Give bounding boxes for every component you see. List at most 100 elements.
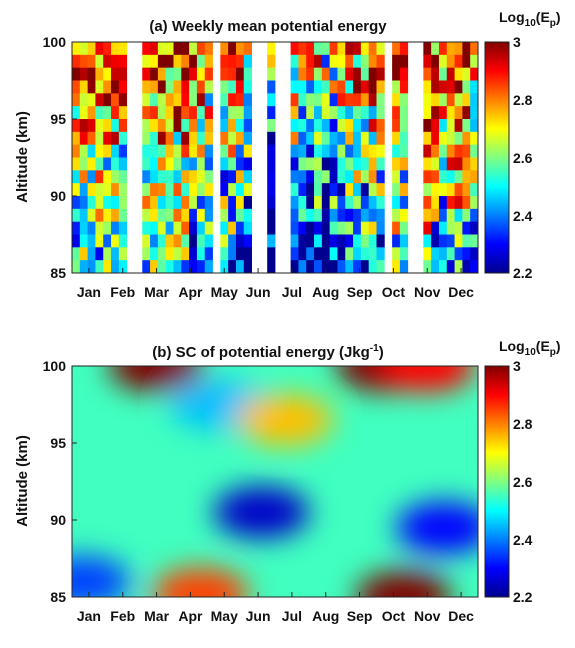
heat-cell — [204, 221, 213, 235]
heat-cell — [111, 170, 120, 184]
heat-cell — [423, 221, 432, 235]
heat-cell — [392, 183, 401, 197]
heat-cell — [470, 234, 479, 248]
heat-cell — [235, 131, 245, 146]
heat-cell — [290, 93, 299, 107]
heat-cell — [173, 67, 182, 81]
heat-cell — [329, 196, 338, 210]
heat-cell — [103, 144, 112, 158]
heat-cell — [173, 247, 182, 261]
field-blob — [396, 501, 478, 554]
heat-cell — [95, 80, 104, 94]
heat-cell — [87, 208, 96, 223]
heat-cell — [220, 221, 229, 235]
heat-cell — [189, 221, 198, 235]
heat-cell — [111, 157, 120, 171]
heat-cell — [189, 183, 198, 197]
heat-cell — [142, 196, 151, 210]
heat-cell — [376, 80, 385, 94]
heat-cell — [181, 144, 190, 158]
heat-cell — [118, 106, 128, 120]
heat-cell — [314, 131, 323, 146]
heat-cell — [196, 196, 206, 210]
heat-cell — [196, 119, 206, 133]
heat-cell — [290, 183, 299, 197]
heat-cell — [446, 208, 455, 223]
heat-cell — [79, 131, 89, 146]
heat-cell — [118, 157, 128, 171]
heat-cell — [423, 234, 432, 248]
heat-cell — [165, 93, 174, 107]
heat-cell — [181, 54, 190, 69]
heat-cell — [360, 208, 370, 223]
heat-cell — [118, 221, 128, 235]
heat-cell — [87, 42, 96, 56]
heat-cell — [243, 221, 252, 235]
heat-cell — [290, 157, 299, 171]
heat-cell — [228, 157, 237, 171]
x-tick-label-sep: Sep — [347, 284, 373, 300]
heat-cell — [290, 42, 299, 56]
heat-cell — [462, 221, 471, 235]
heat-cell — [345, 67, 354, 81]
heat-cell — [423, 67, 432, 81]
heat-cell — [353, 221, 362, 235]
heat-cell — [157, 93, 167, 107]
heat-cell — [314, 260, 323, 274]
x-tick-label-jul: Jul — [282, 608, 302, 624]
heat-cell — [228, 93, 237, 107]
heat-cell — [470, 54, 479, 69]
heat-cell — [368, 208, 377, 223]
heat-cell — [243, 260, 252, 274]
heat-cell — [79, 234, 89, 248]
panel-b-ticks — [72, 365, 462, 598]
heat-cell — [314, 54, 323, 69]
panel-b-title: (b) SC of potential energy (Jkg-1) — [152, 343, 383, 361]
heat-cell — [470, 196, 479, 210]
heat-cell — [329, 260, 338, 274]
heat-cell — [95, 119, 104, 133]
heat-cell — [345, 80, 354, 94]
heat-cell — [228, 247, 237, 261]
heat-cell — [150, 260, 159, 274]
heat-cell — [368, 131, 377, 146]
heat-cell — [392, 247, 401, 261]
heat-cell — [196, 144, 206, 158]
heat-cell — [189, 67, 198, 81]
panel-b-ytick-95: 95 — [50, 435, 66, 451]
colorbar-b — [484, 365, 510, 598]
heat-cell — [87, 260, 96, 274]
heat-cell — [353, 157, 362, 171]
heat-cell — [329, 170, 338, 184]
heat-cell — [376, 234, 385, 248]
heat-cell — [399, 54, 409, 69]
heat-cell — [95, 42, 104, 56]
heat-cell — [243, 183, 252, 197]
heat-cell — [118, 144, 128, 158]
heat-cell — [438, 196, 448, 210]
heat-cell — [189, 260, 198, 274]
heat-cell — [314, 106, 323, 120]
x-tick-label-mar: Mar — [144, 284, 169, 300]
heat-cell — [267, 157, 276, 171]
heat-cell — [368, 183, 377, 197]
heat-cell — [392, 144, 401, 158]
heat-cell — [438, 183, 448, 197]
heat-cell — [267, 170, 276, 184]
panel-b-blobs — [72, 366, 478, 597]
heat-cell — [423, 80, 432, 94]
heat-cell — [399, 260, 409, 274]
heat-cell — [243, 170, 252, 184]
heat-cell — [360, 106, 370, 120]
heat-cell — [150, 144, 159, 158]
heat-cell — [376, 247, 385, 261]
heat-cell — [329, 208, 338, 223]
colorbar-a-tick-2.6: 2.6 — [513, 150, 533, 166]
heat-cell — [228, 42, 237, 56]
heat-cell — [173, 260, 182, 274]
heat-cell — [360, 54, 370, 69]
heat-cell — [306, 54, 315, 69]
heat-cell — [157, 234, 167, 248]
heat-cell — [368, 247, 377, 261]
heat-cell — [290, 221, 299, 235]
